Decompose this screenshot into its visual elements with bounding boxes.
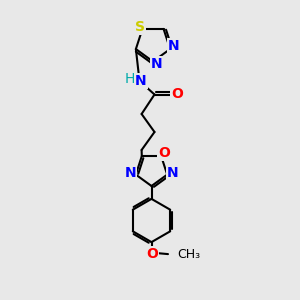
Text: N: N xyxy=(167,166,178,180)
Text: O: O xyxy=(171,88,183,101)
Text: N: N xyxy=(168,39,179,53)
Text: N: N xyxy=(135,74,147,88)
Text: O: O xyxy=(158,146,170,160)
Text: N: N xyxy=(124,166,136,180)
Text: H: H xyxy=(125,72,135,86)
Text: N: N xyxy=(151,57,162,71)
Text: CH₃: CH₃ xyxy=(178,248,201,261)
Text: S: S xyxy=(135,20,145,34)
Text: O: O xyxy=(146,247,158,261)
